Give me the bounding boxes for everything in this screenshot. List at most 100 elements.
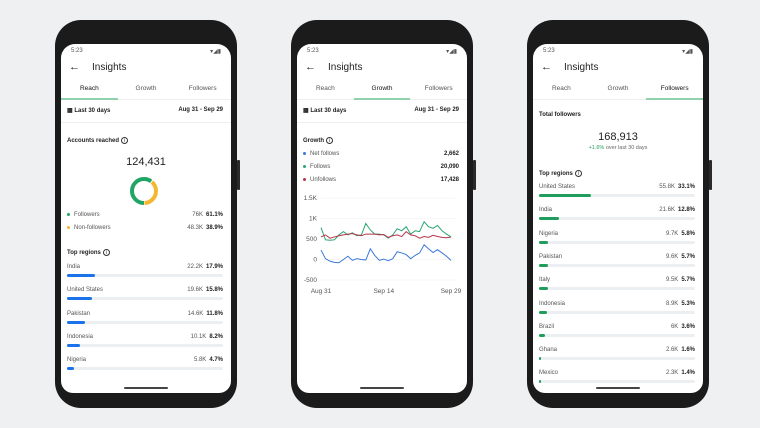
region-row: Indonesia 10.1K 8.2%: [67, 334, 223, 340]
region-row: Indonesia 8.9K 5.3%: [539, 301, 695, 307]
region-row: India 22.2K 17.9%: [67, 264, 223, 270]
region-name: Mexico: [539, 370, 559, 377]
followers-screen: 5:23 ▾◢▮ ← Insights Reach Growth Followers T…: [533, 44, 703, 393]
home-indicator[interactable]: [360, 387, 404, 389]
status-time: 5:23: [71, 48, 83, 54]
region-value: 55.8K: [659, 184, 675, 190]
unfollows-dot-icon: [303, 177, 306, 181]
total-followers-value: 168,913: [598, 131, 638, 143]
region-name: Pakistan: [67, 310, 91, 317]
region-value: 5.8K: [193, 357, 207, 364]
status-time: 5:23: [543, 48, 555, 54]
date-range-label: Last 30 days: [74, 107, 111, 114]
region-row: Nigeria 5.8K 4.7%: [67, 357, 223, 363]
date-range: Aug 31 - Sep 29: [178, 107, 223, 113]
region-row: Pakistan 9.6K 5.7%: [539, 254, 695, 260]
region-value: 14.6K: [187, 310, 204, 317]
region-bar-fill: [539, 357, 542, 361]
region-pct: 12.8%: [677, 207, 695, 214]
phone-growth: 5:23 ▾◢▮ ← Insights Reach Growth Followers ▦…: [291, 20, 476, 408]
region-bar: [539, 333, 695, 337]
status-icons: ▾◢▮: [682, 49, 693, 55]
reach-donut-chart: [130, 177, 158, 205]
info-icon[interactable]: i: [102, 249, 110, 256]
follows-dot-icon: [303, 164, 306, 168]
region-name: Indonesia: [539, 300, 566, 307]
region-value: 10.1K: [190, 333, 207, 340]
tab-growth[interactable]: Growth: [353, 80, 411, 100]
region-row: Nigeria 9.7K 5.8%: [539, 231, 695, 237]
net-follows-dot-icon: [303, 151, 306, 155]
region-name: United States: [67, 287, 104, 294]
home-indicator[interactable]: [596, 387, 640, 389]
tab-followers[interactable]: Followers: [424, 85, 453, 92]
region-bar: [539, 263, 695, 267]
legend-followers: Followers 76K 61.1%: [67, 212, 223, 218]
growth-label: Growth: [303, 138, 324, 144]
tab-growth[interactable]: Growth: [607, 85, 629, 92]
region-name: Nigeria: [67, 357, 87, 364]
info-icon[interactable]: i: [574, 170, 582, 177]
tab-reach[interactable]: Reach: [551, 85, 571, 92]
region-bar: [539, 380, 695, 384]
region-name: India: [67, 264, 81, 270]
region-value: 2.3K: [665, 370, 679, 377]
back-arrow-icon[interactable]: ←: [305, 61, 316, 73]
back-arrow-icon[interactable]: ←: [541, 61, 552, 73]
region-value: 6K: [670, 323, 679, 330]
region-bar-fill: [539, 380, 542, 384]
region-name: Indonesia: [67, 333, 94, 340]
region-bar-fill: [67, 320, 86, 324]
date-range: Aug 31 - Sep 29: [414, 107, 459, 113]
info-icon[interactable]: i: [326, 137, 333, 144]
growth-line-chart: 1.5K 1K 500 0 -500 Aug 31 Sep 14 Sep 29: [304, 195, 462, 295]
non-followers-dot-icon: [67, 225, 70, 229]
region-name: United States: [539, 184, 576, 190]
region-value: 19.6K: [187, 287, 203, 294]
tab-growth[interactable]: Growth: [135, 85, 157, 92]
home-indicator[interactable]: [124, 387, 168, 389]
tab-reach[interactable]: Reach: [61, 80, 118, 100]
status-icons: ▾◢▮: [446, 49, 457, 55]
info-icon[interactable]: i: [121, 137, 129, 144]
region-value: 8.9K: [665, 300, 679, 307]
region-name: Italy: [539, 277, 551, 284]
region-value: 2.6K: [665, 347, 679, 354]
reach-screen: 5:23 ▾◢▮ ← Insights Reach Growth Followers ▦…: [61, 44, 231, 393]
region-row: Italy 9.5K 5.7%: [539, 277, 695, 283]
page-title: Insights: [564, 61, 599, 73]
page-title: Insights: [92, 61, 127, 73]
series-line-unfollows: [320, 230, 452, 239]
donut-segment-1: [130, 177, 158, 205]
tab-followers[interactable]: Followers: [646, 80, 703, 100]
status-time: 5:23: [307, 48, 319, 54]
page-title: Insights: [328, 61, 363, 73]
region-pct: 8.2%: [209, 333, 223, 340]
region-pct: 1.4%: [681, 370, 695, 377]
region-bar: [67, 320, 223, 324]
x-tick-label: Sep 14: [373, 288, 394, 295]
region-bar: [67, 367, 223, 371]
region-value: 9.7K: [665, 230, 679, 237]
region-bar-fill: [539, 240, 549, 244]
tab-followers[interactable]: Followers: [188, 85, 217, 92]
region-pct: 17.9%: [205, 264, 223, 270]
region-row: United States 55.8K 33.1%: [539, 184, 695, 190]
region-value: 9.5K: [665, 277, 679, 284]
accounts-reached-value: 124,431: [126, 156, 166, 168]
region-bar: [539, 240, 695, 244]
growth-screen: 5:23 ▾◢▮ ← Insights Reach Growth Followers ▦…: [297, 44, 467, 393]
region-bar: [67, 297, 223, 301]
tab-reach[interactable]: Reach: [315, 85, 335, 92]
region-row: India 21.6K 12.8%: [539, 207, 695, 213]
region-bar-fill: [539, 333, 545, 337]
back-arrow-icon[interactable]: ←: [69, 61, 80, 73]
x-tick-label: Aug 31: [311, 288, 332, 295]
region-pct: 4.7%: [209, 357, 223, 364]
region-value: 21.6K: [659, 207, 675, 214]
phone-reach: 5:23 ▾◢▮ ← Insights Reach Growth Followers ▦…: [55, 20, 240, 408]
date-range-selector[interactable]: ▦ Last 30 days Aug 31 - Sep 29: [303, 104, 459, 116]
date-range-selector[interactable]: ▦ Last 30 days Aug 31 - Sep 29: [67, 104, 223, 116]
top-regions-label: Top regions: [539, 171, 573, 177]
region-pct: 5.7%: [681, 253, 695, 260]
